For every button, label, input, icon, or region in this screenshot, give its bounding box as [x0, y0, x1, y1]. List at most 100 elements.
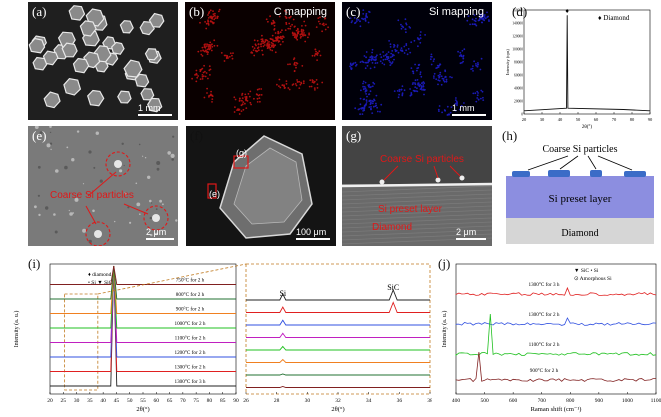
map-dot — [355, 20, 358, 22]
map-dot — [297, 32, 300, 35]
map-dot — [281, 84, 284, 87]
map-dot — [244, 93, 247, 96]
map-dot — [413, 39, 416, 42]
map-dot — [409, 88, 411, 90]
map-dot — [356, 18, 358, 21]
map-dot — [372, 81, 375, 84]
x-tick-label: 75 — [193, 398, 199, 404]
map-dot — [368, 93, 371, 95]
map-dot — [201, 74, 204, 76]
map-dot — [397, 19, 400, 22]
map-dot — [289, 25, 292, 28]
x-tick-label: 50 — [127, 398, 133, 404]
map-dot — [437, 83, 439, 86]
map-dot — [287, 27, 290, 30]
zoom-x-tick-label: 28 — [274, 398, 280, 404]
zoom-x-tick-label: 34 — [366, 398, 372, 404]
map-dot — [365, 61, 368, 64]
raman-series-line — [455, 286, 657, 296]
map-dot — [365, 99, 368, 102]
map-dot — [211, 45, 214, 48]
map-dot — [440, 75, 443, 78]
map-dot — [216, 44, 219, 47]
map-dot — [480, 89, 483, 92]
map-dot — [207, 17, 210, 19]
map-dot — [383, 63, 386, 66]
map-dot — [292, 18, 295, 21]
map-dot — [249, 101, 252, 104]
map-dot — [459, 62, 462, 65]
map-dot — [473, 14, 476, 16]
map-dot — [424, 34, 426, 36]
map-dot — [361, 17, 363, 20]
x-tick-label: 500 — [480, 398, 489, 404]
texture-line — [342, 213, 492, 221]
map-dot — [364, 81, 367, 84]
map-dot — [444, 76, 446, 78]
surface-speckle — [92, 209, 95, 213]
x-tick-label: 20 — [522, 117, 527, 122]
map-dot — [269, 15, 271, 18]
map-dot — [471, 18, 474, 21]
map-dot — [382, 55, 385, 57]
map-dot — [249, 90, 252, 93]
map-dot — [404, 28, 407, 30]
diamond-facet — [233, 147, 303, 225]
map-dot — [404, 18, 407, 21]
y-tick-label: 140000 — [512, 22, 523, 26]
map-dot — [480, 13, 483, 16]
map-dot — [253, 39, 256, 42]
legend-sic-si: ▼ SiC • Si — [574, 268, 599, 274]
map-dot — [445, 80, 448, 83]
y-tick-label: 160000 — [512, 9, 523, 13]
map-dot — [388, 59, 390, 62]
y-axis-label: Intensity (cps) — [505, 49, 510, 75]
map-dot — [234, 106, 236, 108]
si-peak-label: Si — [279, 289, 286, 298]
x-tick-label: 900 — [595, 398, 604, 404]
map-dot — [311, 54, 314, 57]
map-dot — [466, 19, 469, 22]
map-dot — [295, 66, 297, 69]
map-dot — [295, 62, 298, 64]
map-dot — [268, 45, 271, 48]
map-dot — [264, 39, 267, 41]
map-dot — [483, 14, 486, 16]
single-diamond-image — [207, 135, 313, 239]
map-dot — [314, 48, 317, 51]
map-dot — [208, 96, 210, 98]
surface-edge — [342, 182, 492, 188]
map-dot — [213, 14, 216, 17]
x-axis-label: 2θ(°) — [136, 406, 149, 413]
texture-line — [342, 197, 492, 205]
map-dot — [396, 46, 399, 48]
panel-i: (i) 20 25 30 35 40 45 50 55 60 65 70 75 80 85 90 Intens… — [0, 254, 432, 417]
panel-e-scalebar: 2 μm — [146, 227, 174, 240]
map-dot — [473, 19, 476, 22]
y-axis-label: Intensity (a. u.) — [13, 311, 20, 348]
raman-series-line — [455, 351, 656, 383]
map-dot — [201, 55, 204, 57]
map-dot — [401, 92, 404, 95]
raman-series-label: 900°C for 2 h — [530, 367, 559, 374]
xrd-series-line — [50, 265, 236, 314]
map-dot — [384, 58, 387, 61]
map-dot — [430, 55, 432, 58]
map-dot — [354, 61, 357, 64]
map-dot — [422, 85, 425, 88]
map-dot — [467, 15, 470, 18]
map-dot — [364, 90, 367, 93]
map-dot — [374, 105, 377, 107]
map-dot — [218, 8, 221, 11]
raman-series-label: 1100°C for 2 h — [529, 341, 560, 348]
map-dot — [206, 92, 208, 94]
map-dot — [231, 54, 233, 57]
map-dot — [446, 114, 449, 116]
surface-speckle — [142, 155, 144, 157]
map-dot — [437, 74, 440, 77]
map-dot — [433, 75, 435, 77]
map-dot — [397, 51, 400, 54]
panel-a-scalebar: 1 mm — [138, 103, 172, 116]
x-tick-label: 90 — [648, 117, 653, 122]
map-dot — [206, 48, 209, 51]
